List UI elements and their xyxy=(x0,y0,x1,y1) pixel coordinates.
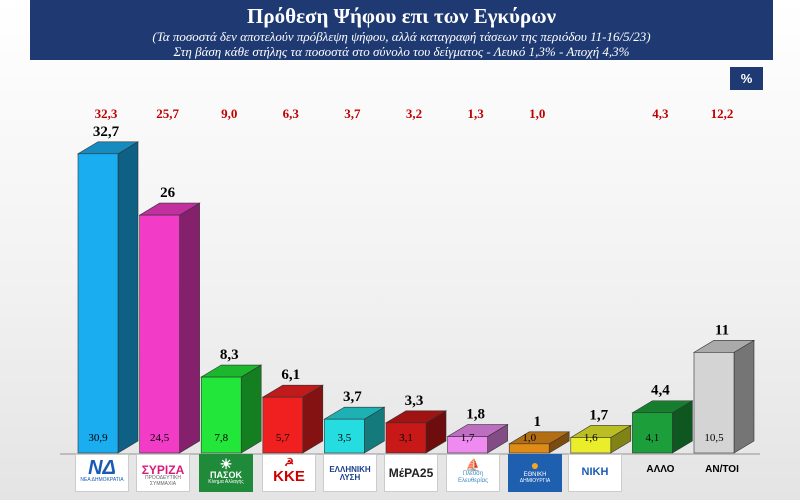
bar-base-label: 3,5 xyxy=(338,432,352,444)
bar xyxy=(77,153,119,454)
bar-side xyxy=(179,202,200,454)
ethniki-dimiourgia-logo-text: ΕΘΝΙΚΗ xyxy=(523,472,547,478)
bar-base-label: 24,5 xyxy=(150,432,170,444)
bar-side xyxy=(117,141,139,454)
pasok-logo-icon: ☀ ΠΑΣΟΚ Κίνημα Αλλαγής xyxy=(199,454,253,492)
bar-value-label: 32,7 xyxy=(93,124,120,140)
syriza-logo-icon: ΣΥΡΙΖΑ ΠΡΟΟΔΕΥΤΙΚΗ ΣΥΜΜΑΧΙΑ xyxy=(136,454,190,492)
bar-value-label: 6,1 xyxy=(281,367,300,383)
top-row-value-label: 6,3 xyxy=(283,106,300,121)
chart-subtitle-base-note: Στη βάση κάθε στήλης τα ποσοστά στο σύνο… xyxy=(173,44,630,59)
bar-base-label: 3,1 xyxy=(399,432,413,444)
bar-base-label: 10,5 xyxy=(704,432,724,444)
kke-logo-icon: ☭ ΚΚΕ xyxy=(262,454,316,492)
elliniki-lysi-logo-icon: ΕΛΛΗΝΙΚΗ ΛΥΣΗ xyxy=(323,454,377,492)
x-tick-label: ΑΛΛΟ xyxy=(646,464,674,475)
bar-base-label: 1,0 xyxy=(522,432,536,444)
bar xyxy=(693,352,735,454)
top-row-value-label: 9,0 xyxy=(221,106,237,121)
ethniki-dimiourgia-logo-icon: ● ΕΘΝΙΚΗ ΔΗΜΙΟΥΡΓΙΑ xyxy=(508,454,562,492)
chart-title: Πρόθεση Ψήφου επι των Εγκύρων xyxy=(247,4,556,28)
chart-header: Πρόθεση Ψήφου επι των Εγκύρων (Τα ποσοστ… xyxy=(30,0,773,60)
top-row-value-label: 3,2 xyxy=(406,106,422,121)
pasok-logo-text: ΠΑΣΟΚ xyxy=(210,470,242,480)
bar xyxy=(200,376,242,454)
bar xyxy=(508,443,550,454)
ethniki-dimiourgia-logo-circle-icon: ● xyxy=(530,457,540,473)
bar-value-label: 1,7 xyxy=(589,407,608,423)
top-row-value-label: 12,2 xyxy=(711,106,734,121)
bar-base-label: 1,6 xyxy=(584,432,598,444)
bar-value-label: 8,3 xyxy=(220,347,239,363)
elliniki-lysi-logo-subtext: ΛΥΣΗ xyxy=(339,473,361,482)
plefsi-logo-text: Πλεύση xyxy=(462,471,484,477)
top-row-value-label: 3,7 xyxy=(344,106,361,121)
plefsi-logo-icon: ⛵ Πλεύση Ελευθερίας xyxy=(446,454,500,492)
niki-logo-icon: ΝΙΚΗ xyxy=(568,454,622,492)
plefsi-logo-subtext: Ελευθερίας xyxy=(457,477,489,484)
chart-subtitle-period: (Τα ποσοστά δεν αποτελούν πρόβλεψη ψήφου… xyxy=(152,29,651,44)
bar-side xyxy=(240,364,262,454)
bar xyxy=(632,412,673,454)
pasok-logo-subtext: Κίνημα Αλλαγής xyxy=(208,479,244,485)
bar-value-label: 26 xyxy=(160,185,176,201)
bar-base-label: 5,7 xyxy=(276,432,290,444)
top-row-value-label: 1,0 xyxy=(529,106,545,121)
bar-value-label: 3,7 xyxy=(343,389,362,405)
pasok-logo-sun-icon: ☀ xyxy=(219,456,233,472)
elliniki-lysi-logo-text: ΕΛΛΗΝΙΚΗ xyxy=(329,465,371,474)
plefsi-logo-boat-icon: ⛵ xyxy=(465,458,481,472)
bar-base-label: 30,9 xyxy=(88,432,108,444)
bar-value-label: 11 xyxy=(715,322,729,338)
mera25-logo-text: ΜέΡΑ25 xyxy=(388,466,434,480)
percent-unit-badge: % xyxy=(730,67,763,90)
bar-value-label: 4,4 xyxy=(651,383,670,399)
syriza-logo-text: ΣΥΡΙΖΑ xyxy=(141,463,185,477)
bar-value-label: 1,8 xyxy=(466,407,485,423)
nd-logo-icon: ΝΔ ΝΕΑ ΔΗΜΟΚΡΑΤΙΑ xyxy=(75,454,129,492)
top-row-value-label: 25,7 xyxy=(156,106,179,121)
x-tick-label: ΑΝ/ΤΟΙ xyxy=(705,464,739,475)
kke-logo-sickle-icon: ☭ xyxy=(284,457,294,469)
ethniki-dimiourgia-logo-subtext: ΔΗΜΙΟΥΡΓΙΑ xyxy=(519,477,551,484)
bar xyxy=(262,396,304,454)
bar-base-label: 4,1 xyxy=(646,432,660,444)
bar-side xyxy=(733,339,755,454)
syriza-logo-subtext: ΠΡΟΟΔΕΥΤΙΚΗ ΣΥΜΜΑΧΙΑ xyxy=(144,475,182,487)
niki-logo-text: ΝΙΚΗ xyxy=(581,466,609,478)
bar xyxy=(570,437,612,454)
bar xyxy=(324,418,365,454)
nd-logo-subtext: ΝΕΑ ΔΗΜΟΚΡΑΤΙΑ xyxy=(80,477,124,483)
kke-logo-text: ΚΚΕ xyxy=(273,468,305,485)
bar-base-label: 7,8 xyxy=(214,432,228,444)
bar xyxy=(447,436,488,454)
top-row-value-label: 32,3 xyxy=(95,106,118,121)
bar xyxy=(139,214,180,454)
party-logo-row: ΝΔ ΝΕΑ ΔΗΜΟΚΡΑΤΙΑ ΣΥΡΙΖΑ ΠΡΟΟΔΕΥΤΙΚΗ ΣΥΜ… xyxy=(0,450,800,500)
bar-base-label: 1,7 xyxy=(461,432,475,444)
top-row-value-label: 1,3 xyxy=(467,106,484,121)
nd-logo-text: ΝΔ xyxy=(88,457,116,479)
bar xyxy=(385,422,427,454)
bar-value-label: 1 xyxy=(533,414,541,430)
mera25-logo-icon: ΜέΡΑ25 xyxy=(384,454,438,492)
bar-value-label: 3,3 xyxy=(405,393,424,409)
top-row-value-label: 4,3 xyxy=(652,106,669,121)
